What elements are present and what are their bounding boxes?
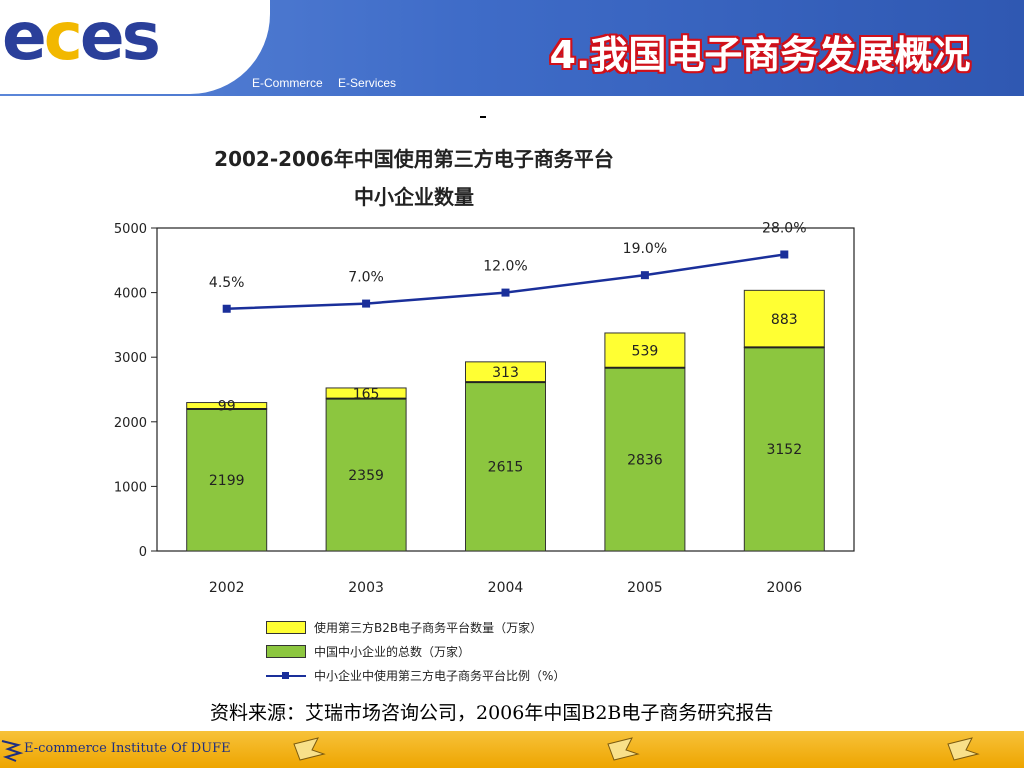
bar-sme-total bbox=[186, 408, 268, 552]
bar-labels: 2199 99 2359 165 2615 313 2836 539 3152 883 bbox=[209, 312, 802, 489]
ratio-label: 4.5% bbox=[209, 275, 245, 291]
bar-value-label: 99 bbox=[218, 399, 236, 415]
footer-swirl-icon bbox=[1, 740, 24, 762]
chart-legend: 使用第三方B2B电子商务平台数量（万家） 中国中小企业的总数（万家） 中小企业中… bbox=[266, 616, 565, 688]
x-tick-label: 2006 bbox=[766, 580, 802, 596]
slide-footer: E-commerce Institute Of DUFE bbox=[0, 731, 1024, 768]
chart-title: 2002-2006年中国使用第三方电子商务平台 中小企业数量 bbox=[84, 140, 744, 216]
legend-label: 使用第三方B2B电子商务平台数量（万家） bbox=[314, 621, 543, 635]
bar-b2b-users bbox=[743, 289, 825, 348]
eces-logo: eces bbox=[2, 0, 161, 75]
ratio-label: 7.0% bbox=[348, 270, 384, 286]
y-tick-label: 0 bbox=[139, 545, 147, 560]
x-tick-label: 2004 bbox=[488, 580, 524, 596]
bar-value-label: 3152 bbox=[766, 442, 802, 458]
bar-value-label: 539 bbox=[632, 343, 659, 359]
legend-label: 中国中小企业的总数（万家） bbox=[314, 645, 471, 659]
ratio-point bbox=[780, 250, 789, 259]
footer-arrow-icon bbox=[293, 737, 326, 761]
y-tick-label: 2000 bbox=[114, 416, 147, 431]
bar-sme-total bbox=[465, 381, 546, 552]
legend-line-marker bbox=[266, 672, 306, 679]
chart-title-line-1: 2002-2006年中国使用第三方电子商务平台 bbox=[214, 147, 614, 171]
x-tick-label: 2002 bbox=[209, 580, 245, 596]
tagline-ecommerce: E-Commerce bbox=[252, 76, 323, 90]
logo-tagline: E-Commerce E-Services bbox=[252, 76, 408, 90]
ratio-point bbox=[362, 299, 371, 308]
chart-figure: 2002-2006年中国使用第三方电子商务平台 中小企业数量 0 1000 2000… bbox=[84, 118, 874, 723]
x-axis: 2002 2003 2004 2005 2006 bbox=[209, 580, 802, 596]
bar-sme-total bbox=[604, 367, 686, 552]
y-tick-label: 4000 bbox=[114, 287, 147, 302]
ratio-line: 4.5% 7.0% 12.0% 19.0% 28.0% bbox=[209, 220, 807, 313]
bar-value-label: 2836 bbox=[627, 452, 663, 468]
legend-swatch-yellow bbox=[266, 621, 306, 634]
legend-item-sme-total: 中国中小企业的总数（万家） bbox=[266, 640, 565, 664]
ratio-point bbox=[501, 288, 510, 297]
footer-arrow-icon bbox=[607, 737, 640, 761]
y-tick-label: 3000 bbox=[114, 351, 147, 366]
logo-panel: eces bbox=[0, 0, 270, 94]
legend-item-ratio: 中小企业中使用第三方电子商务平台比例（%） bbox=[266, 664, 565, 688]
x-tick-label: 2005 bbox=[627, 580, 663, 596]
bar-value-label: 883 bbox=[771, 312, 798, 328]
bars bbox=[186, 289, 825, 552]
ratio-point bbox=[640, 271, 649, 280]
bar-sme-total bbox=[743, 346, 825, 552]
slide-header: eces E-Commerce E-Services 4.我国电子商务发展概况 bbox=[0, 0, 1024, 96]
tagline-eservices: E-Services bbox=[338, 76, 397, 90]
footer-text: E-commerce Institute Of DUFE bbox=[24, 741, 231, 756]
ratio-label: 19.0% bbox=[623, 241, 667, 257]
chart-title-line-2: 中小企业数量 bbox=[354, 185, 474, 209]
ratio-label: 28.0% bbox=[762, 220, 806, 236]
chart-svg: 0 1000 2000 3000 4000 5000 2199 99 2359 165 2615 3… bbox=[114, 220, 855, 596]
footer-arrow-icon bbox=[947, 737, 980, 761]
slide-title: 4.我国电子商务发展概况 bbox=[549, 33, 971, 77]
bar-value-label: 165 bbox=[353, 386, 380, 402]
bar-value-label: 313 bbox=[492, 365, 519, 381]
ratio-point bbox=[222, 304, 231, 313]
bar-sme-total bbox=[325, 398, 407, 552]
ratio-label: 12.0% bbox=[483, 259, 527, 275]
source-note: 资料来源：艾瑞市场咨询公司，2006年中国B2B电子商务研究报告 bbox=[210, 702, 774, 724]
legend-item-b2b-users: 使用第三方B2B电子商务平台数量（万家） bbox=[266, 616, 565, 640]
x-tick-label: 2003 bbox=[348, 580, 384, 596]
legend-label: 中小企业中使用第三方电子商务平台比例（%） bbox=[314, 669, 566, 683]
y-tick-label: 1000 bbox=[114, 480, 147, 495]
y-tick-label: 5000 bbox=[114, 222, 147, 237]
y-axis: 0 1000 2000 3000 4000 5000 bbox=[114, 222, 157, 560]
bar-value-label: 2359 bbox=[348, 468, 384, 484]
bar-b2b-users bbox=[604, 332, 686, 369]
bar-value-label: 2615 bbox=[488, 460, 524, 476]
legend-swatch-green bbox=[266, 645, 306, 658]
bar-value-label: 2199 bbox=[209, 473, 245, 489]
